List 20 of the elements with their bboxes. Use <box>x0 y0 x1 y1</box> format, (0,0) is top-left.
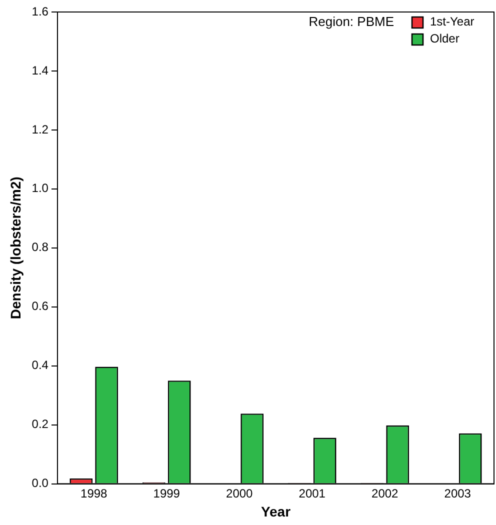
x-tick-label: 2003 <box>444 486 472 500</box>
legend-label: Older <box>430 31 460 46</box>
y-tick-label: 0.8 <box>32 240 49 254</box>
legend-label: 1st-Year <box>430 14 474 28</box>
y-tick-label: 1.2 <box>32 122 49 136</box>
x-tick-label: 1999 <box>153 486 180 500</box>
y-tick-label: 0.2 <box>32 417 49 432</box>
y-tick-label: 0.4 <box>32 358 49 372</box>
y-tick-label: 0.0 <box>32 476 49 490</box>
x-tick-label: 2001 <box>298 486 326 500</box>
y-tick-label: 1.4 <box>32 63 49 78</box>
x-tick-label: 1998 <box>80 486 108 500</box>
x-tick-label: 2002 <box>372 486 399 500</box>
y-tick-label: 1.6 <box>32 4 49 18</box>
y-axis-title: Density (lobsters/m2) <box>7 176 24 320</box>
x-axis-title: Year <box>260 503 292 520</box>
x-tick-label: 2000 <box>226 486 254 500</box>
y-tick-label: 0.6 <box>32 299 49 314</box>
annotation: Region: PBME <box>308 14 394 30</box>
y-tick-label: 1.0 <box>32 181 49 196</box>
